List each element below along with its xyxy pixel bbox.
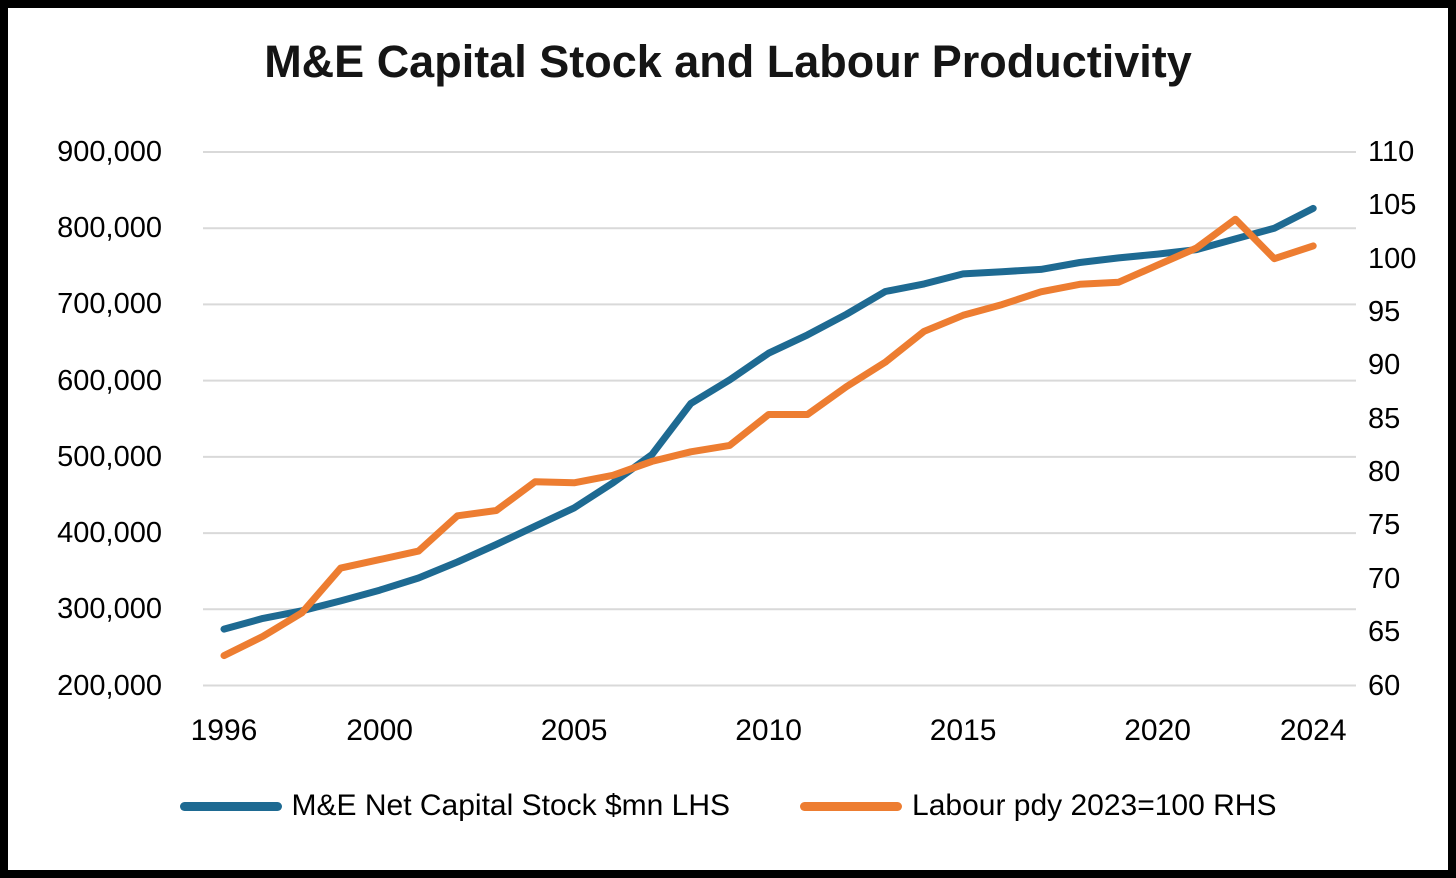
left-axis-tick: 700,000 [57,288,162,321]
productivity-legend-label: Labour pdy 2023=100 RHS [912,789,1277,822]
right-axis-tick: 65 [1368,616,1401,649]
left-axis-tick: 500,000 [57,440,162,473]
left-axis-tick: 900,000 [57,136,162,168]
capital-stock-line [220,204,1317,633]
legend-item-productivity: Labour pdy 2023=100 RHS [800,789,1276,823]
right-axis-tick: 60 [1368,669,1401,702]
left-axis-tick: 600,000 [57,364,162,397]
right-axis-tick: 100 [1368,242,1417,275]
x-axis-tick: 2010 [735,714,802,747]
right-axis-tick: 95 [1368,296,1401,329]
productivity-legend-swatch [800,801,903,811]
right-axis-tick: 90 [1368,349,1401,382]
legend: M&E Net Capital Stock $mn LHS Labour pdy… [0,789,1456,823]
capital-stock-legend-swatch [179,801,282,811]
right-axis-tick: 85 [1368,402,1401,435]
x-axis-tick: 1996 [190,714,258,747]
productivity-line [220,215,1317,660]
left-axis-tick: 400,000 [57,517,162,550]
right-axis-tick: 80 [1368,456,1401,489]
chart-title: M&E Capital Stock and Labour Productivit… [264,36,1192,87]
x-axis-tick: 2000 [346,714,413,747]
left-axis-tick: 200,000 [57,669,162,702]
x-axis-tick: 2005 [540,714,608,747]
right-axis-tick: 105 [1368,189,1417,222]
right-axis-tick: 110 [1368,136,1415,168]
legend-item-capital-stock: M&E Net Capital Stock $mn LHS [179,789,731,823]
left-axis-tick: 800,000 [57,212,162,245]
x-axis-tick: 2015 [929,714,997,747]
left-axis-tick: 300,000 [57,593,162,626]
x-axis-tick: 2020 [1124,714,1191,747]
x-axis-tick: 2024 [1279,714,1347,747]
right-axis-tick: 70 [1368,562,1401,595]
capital-stock-legend-label: M&E Net Capital Stock $mn LHS [291,789,731,822]
right-axis-tick: 75 [1368,509,1401,542]
